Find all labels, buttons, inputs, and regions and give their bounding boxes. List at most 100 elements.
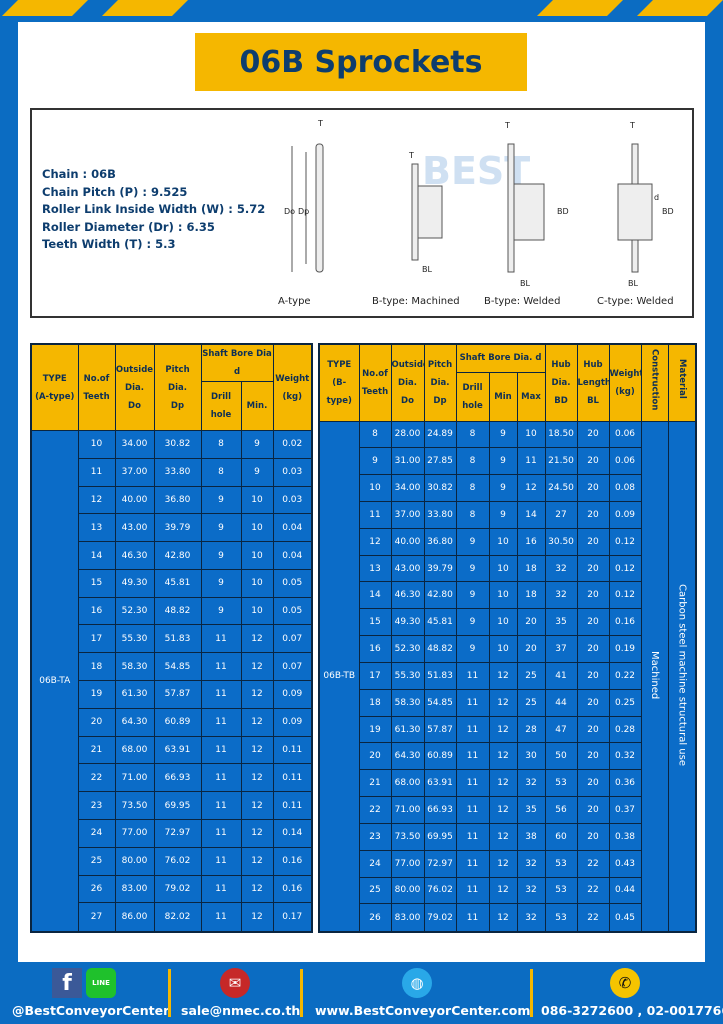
table-cell: 50 bbox=[544, 742, 578, 771]
table-cell: 46.30 bbox=[390, 581, 425, 610]
table-cell: 10 bbox=[240, 596, 274, 626]
table-cell: 20 bbox=[576, 581, 610, 610]
table-cell: 12 bbox=[488, 661, 518, 690]
svg-text:BD: BD bbox=[557, 207, 569, 216]
table-row: 20 64.30 60.89 11 12 0.09 bbox=[31, 707, 313, 737]
table-cell: 12 bbox=[516, 474, 546, 502]
table-cell: 0.02 bbox=[272, 430, 313, 459]
svg-text:Dp: Dp bbox=[298, 207, 309, 216]
table-cell: 61.30 bbox=[390, 715, 425, 744]
table-cell: 35 bbox=[516, 796, 546, 824]
table-row: 25 80.00 76.02 11 12 0.16 bbox=[31, 846, 313, 876]
table-cell: 9 bbox=[200, 485, 242, 515]
header-teeth: No.of Teeth bbox=[77, 343, 116, 431]
facebook-icon[interactable]: f bbox=[52, 968, 82, 998]
table-cell: 53 bbox=[544, 769, 578, 798]
phone-icon: ✆ bbox=[610, 968, 640, 998]
table-cell: 9 bbox=[455, 554, 490, 583]
table-cell: 47 bbox=[544, 715, 578, 744]
table-row: 24 77.00 72.97 11 12 0.14 bbox=[31, 818, 313, 848]
table-row: 15 49.30 45.81 9 10 20 35 20 0.16 bbox=[319, 608, 696, 637]
table-cell: 20 bbox=[576, 796, 610, 824]
table-cell: 8 bbox=[455, 474, 490, 502]
svg-text:BD: BD bbox=[662, 207, 674, 216]
table-cell: 13 bbox=[77, 513, 116, 543]
table-cell: 60.89 bbox=[423, 742, 457, 771]
table-cell: 22 bbox=[358, 796, 392, 824]
table-cell: 55.30 bbox=[390, 661, 425, 690]
table-cell: 9 bbox=[455, 635, 490, 663]
table-cell: 49.30 bbox=[114, 568, 155, 598]
table-cell: 46.30 bbox=[114, 541, 155, 570]
table-cell: 0.25 bbox=[608, 688, 642, 717]
table-cell: 11 bbox=[516, 447, 546, 476]
table-cell: 9 bbox=[200, 596, 242, 626]
spec-box: Chain : 06B Chain Pitch (P) : 9.525 Roll… bbox=[30, 108, 694, 318]
spec-chain: Chain : 06B bbox=[42, 167, 116, 181]
table-cell: 36.80 bbox=[423, 527, 457, 556]
table-cell: 9 bbox=[455, 527, 490, 556]
table-cell: 8 bbox=[455, 500, 490, 529]
table-cell: 18 bbox=[516, 581, 546, 610]
line-icon[interactable]: LINE bbox=[86, 968, 116, 998]
table-row: 9 31.00 27.85 8 9 11 21.50 20 0.06 bbox=[319, 447, 696, 476]
table-cell: 20 bbox=[576, 742, 610, 771]
table-cell: 8 bbox=[358, 420, 392, 449]
header-drill-hole: Drill hole bbox=[200, 381, 242, 431]
table-cell: 11 bbox=[455, 849, 490, 878]
table-cell: 12 bbox=[488, 769, 518, 798]
table-cell: 9 bbox=[240, 457, 274, 487]
table-cell: 11 bbox=[200, 818, 242, 848]
table-row: 23 73.50 69.95 11 12 38 60 20 0.38 bbox=[319, 822, 696, 851]
table-cell: 42.80 bbox=[423, 581, 457, 610]
table-cell: 24.89 bbox=[423, 420, 457, 449]
table-cell: 12 bbox=[488, 822, 518, 851]
svg-text:T: T bbox=[629, 121, 635, 130]
table-cell: 71.00 bbox=[390, 796, 425, 824]
table-cell: 0.05 bbox=[272, 568, 313, 598]
table-cell: 25 bbox=[516, 688, 546, 717]
table-row: 21 68.00 63.91 11 12 0.11 bbox=[31, 735, 313, 765]
table-cell: 15 bbox=[77, 568, 116, 598]
phone-numbers[interactable]: 086-3272600 , 02-0017766 bbox=[541, 1003, 723, 1018]
chain-specs: Chain : 06B Chain Pitch (P) : 9.525 Roll… bbox=[42, 166, 265, 254]
table-cell: 21.50 bbox=[544, 447, 578, 476]
header-drill-hole: Drill hole bbox=[455, 371, 490, 422]
table-cell: 11 bbox=[200, 874, 242, 904]
table-cell: 0.06 bbox=[608, 447, 642, 476]
svg-text:BL: BL bbox=[628, 279, 638, 288]
table-cell: 10 bbox=[488, 635, 518, 663]
table-cell: 0.36 bbox=[608, 769, 642, 798]
website-link[interactable]: www.BestConveyorCenter.com bbox=[315, 1003, 531, 1018]
table-row: 06B-TB 8 28.00 24.89 8 9 10 18.50 20 0.06 Machined… bbox=[318, 420, 697, 933]
header-type: TYPE (B-type) bbox=[318, 343, 360, 422]
table-cell: 20 bbox=[576, 715, 610, 744]
table-cell: 11 bbox=[200, 624, 242, 654]
table-cell: 39.79 bbox=[423, 554, 457, 583]
table-cell: 32 bbox=[516, 769, 546, 798]
caption-b-machined: B-type: Machined bbox=[372, 296, 460, 307]
table-cell: 10 bbox=[488, 608, 518, 637]
table-cell: 14 bbox=[358, 581, 392, 610]
table-cell: 72.97 bbox=[423, 849, 457, 878]
table-cell: 9 bbox=[358, 447, 392, 476]
table-cell: 32 bbox=[544, 581, 578, 610]
table-cell: 20 bbox=[576, 688, 610, 717]
decor-stripe bbox=[637, 0, 723, 16]
table-cell: 58.30 bbox=[390, 688, 425, 717]
table-cell: 20 bbox=[576, 500, 610, 529]
b-machined-diagram: T BL bbox=[408, 151, 443, 274]
spec-pitch: Chain Pitch (P) : 9.525 bbox=[42, 184, 188, 199]
table-cell: 0.09 bbox=[272, 707, 313, 737]
table-cell: 60 bbox=[544, 822, 578, 851]
table-row: 16 52.30 48.82 9 10 20 37 20 0.19 bbox=[319, 635, 696, 663]
svg-text:T: T bbox=[317, 119, 323, 128]
table-cell: 8 bbox=[200, 430, 242, 459]
table-cell: 61.30 bbox=[114, 680, 155, 709]
social-handle[interactable]: @BestConveyorCenter bbox=[12, 1003, 170, 1018]
table-cell: 12 bbox=[240, 874, 274, 904]
table-cell: 11 bbox=[455, 742, 490, 771]
email-link[interactable]: sale@nmec.co.th bbox=[181, 1003, 301, 1018]
table-cell: 11 bbox=[455, 661, 490, 690]
material-cell: Carbon steel machine structural use bbox=[667, 420, 697, 933]
